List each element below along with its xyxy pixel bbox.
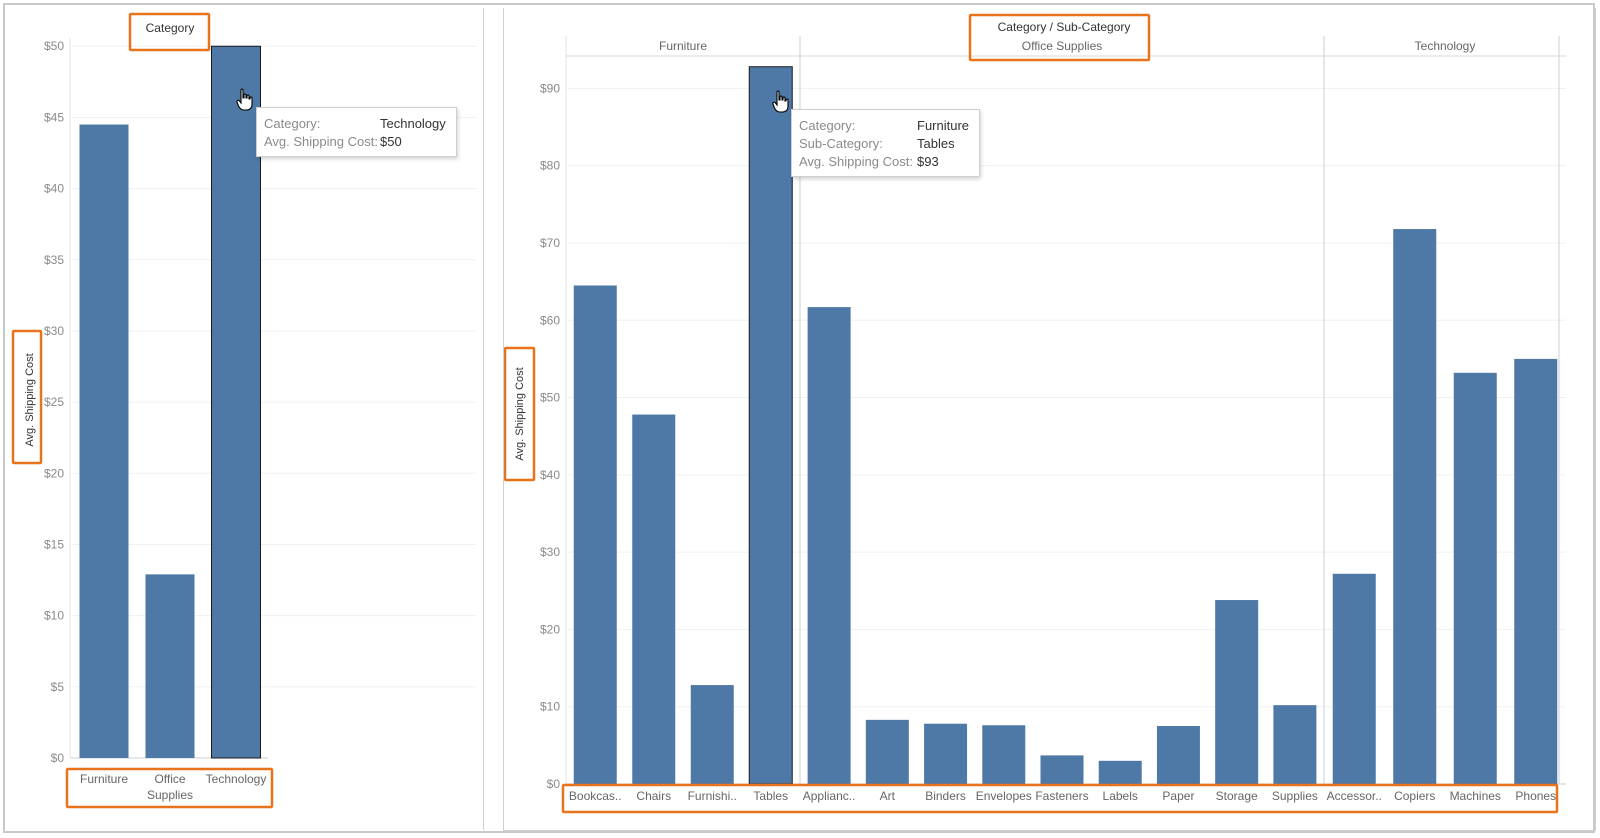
y-tick-label: $50 <box>540 391 560 405</box>
bar-fasteners <box>1040 755 1084 784</box>
x-category-label: Accessor.. <box>1327 789 1382 803</box>
y-tick-label: $90 <box>540 81 560 95</box>
x-category-label: Binders <box>925 789 966 803</box>
bar-furniture <box>79 124 129 758</box>
y-tick-label: $30 <box>44 324 64 338</box>
y-tick-label: $40 <box>540 468 560 482</box>
bar-binders <box>924 723 968 784</box>
y-tick-label: $15 <box>44 537 64 551</box>
x-category-label: Furnishi.. <box>688 789 737 803</box>
y-tick-label: $25 <box>44 395 64 409</box>
bar-technology <box>211 45 261 759</box>
right-chart-panel: $0 $10 $20 $30 $40 $50 $60 $70 $80 $90 Furniture Bo… <box>503 8 1596 831</box>
annotation-box <box>11 329 43 465</box>
x-category-label: Chairs <box>636 789 671 803</box>
bar-art <box>865 719 909 784</box>
hand-cursor-icon <box>236 88 253 111</box>
bar-office-supplies <box>145 574 195 758</box>
bar-bookcas <box>573 285 617 784</box>
tooltip-row: Sub-Category: Tables <box>799 135 969 153</box>
x-category-label: Labels <box>1103 789 1138 803</box>
tooltip-value: $93 <box>917 154 939 169</box>
bar-supplies <box>1273 705 1317 784</box>
left-bar-chart[interactable]: $0 $5 $10 $15 $20 $25 $30 $35 $40 $45 $50 Furniture… <box>6 8 483 830</box>
y-tick-label: $80 <box>540 159 560 173</box>
chart-header-title: Category <box>146 21 195 35</box>
annotation-box <box>561 783 1559 814</box>
annotation-box <box>65 767 274 809</box>
y-tick-label: $10 <box>540 700 560 714</box>
x-category-label: Applianc.. <box>803 789 856 803</box>
x-category-label: Envelopes <box>976 789 1032 803</box>
outer-frame <box>3 3 1595 833</box>
y-tick-label: $10 <box>44 609 64 623</box>
tooltip-value: Tables <box>917 136 955 151</box>
tooltip-key: Category: <box>799 118 856 133</box>
tooltip-key: Category: <box>264 116 321 131</box>
x-category-label: Machines <box>1450 789 1501 803</box>
x-category-label: Art <box>880 789 896 803</box>
x-category-label: Technology <box>206 772 267 786</box>
y-tick-label: $60 <box>540 313 560 327</box>
y-tick-label: $5 <box>51 680 65 694</box>
x-category-label: Tables <box>753 789 788 803</box>
bar-paper <box>1156 726 1200 784</box>
bar-furnishi <box>690 685 734 784</box>
x-category-label: Phones <box>1515 789 1556 803</box>
bar-phones <box>1514 358 1558 784</box>
group-header-label: Furniture <box>659 39 707 53</box>
right-chart-tooltip: Category: Furniture Sub-Category: Tables Avg… <box>791 109 981 177</box>
group-header-label: Technology <box>1415 39 1476 53</box>
y-tick-label: $45 <box>44 110 64 124</box>
tooltip-row: Category: Technology <box>264 115 446 133</box>
tooltip-key: Sub-Category: <box>799 136 883 151</box>
y-axis-title: Avg. Shipping Cost <box>24 353 36 446</box>
bar-labels <box>1098 760 1142 784</box>
y-axis-title: Avg. Shipping Cost <box>514 367 526 460</box>
bar-machines <box>1453 372 1497 784</box>
y-tick-label: $70 <box>540 236 560 250</box>
tooltip-value: Technology <box>380 116 446 131</box>
y-tick-label: $20 <box>540 622 560 636</box>
bar-copiers <box>1393 229 1437 784</box>
bar-chairs <box>632 414 676 784</box>
x-category-label: Bookcas.. <box>569 789 622 803</box>
left-chart-panel: $0 $5 $10 $15 $20 $25 $30 $35 $40 $45 $50 Furniture… <box>6 8 484 830</box>
x-category-label: Fasteners <box>1035 789 1088 803</box>
annotation-box <box>504 346 536 482</box>
x-category-label: Office <box>154 772 185 786</box>
x-category-label: Storage <box>1216 789 1258 803</box>
hand-cursor-icon <box>772 90 789 113</box>
bar-applianc <box>807 307 851 784</box>
tooltip-row: Avg. Shipping Cost: $93 <box>799 153 969 171</box>
y-tick-label: $0 <box>51 751 65 765</box>
tooltip-key: Avg. Shipping Cost: <box>799 154 913 169</box>
bar-envelopes <box>982 725 1026 784</box>
bar-tables <box>748 66 793 785</box>
x-category-label: Furniture <box>80 772 128 786</box>
y-tick-label: $20 <box>44 466 64 480</box>
y-tick-label: $35 <box>44 253 64 267</box>
x-category-label: Supplies <box>1272 789 1318 803</box>
x-category-label: Supplies <box>147 788 193 802</box>
tooltip-value: $50 <box>380 134 402 149</box>
tooltip-row: Avg. Shipping Cost: $50 <box>264 133 446 151</box>
y-tick-label: $30 <box>540 545 560 559</box>
bar-storage <box>1215 600 1259 784</box>
annotation-box <box>968 13 1151 62</box>
group-header-label: Office Supplies <box>1022 39 1103 53</box>
tooltip-value: Furniture <box>917 118 970 133</box>
annotation-box <box>128 12 211 52</box>
tooltip-key: Avg. Shipping Cost: <box>264 134 378 149</box>
x-category-label: Copiers <box>1394 789 1435 803</box>
y-tick-label: $0 <box>547 777 561 791</box>
x-category-label: Paper <box>1162 789 1194 803</box>
chart-header-title: Category / Sub-Category <box>998 20 1131 34</box>
tooltip-row: Category: Furniture <box>799 117 969 135</box>
y-tick-label: $50 <box>44 39 64 53</box>
bar-accessor <box>1332 573 1376 784</box>
left-chart-tooltip: Category: Technology Avg. Shipping Cost: $5… <box>256 107 457 157</box>
right-bar-chart[interactable]: $0 $10 $20 $30 $40 $50 $60 $70 $80 $90 Furniture Bo… <box>504 8 1595 830</box>
y-tick-label: $40 <box>44 182 64 196</box>
